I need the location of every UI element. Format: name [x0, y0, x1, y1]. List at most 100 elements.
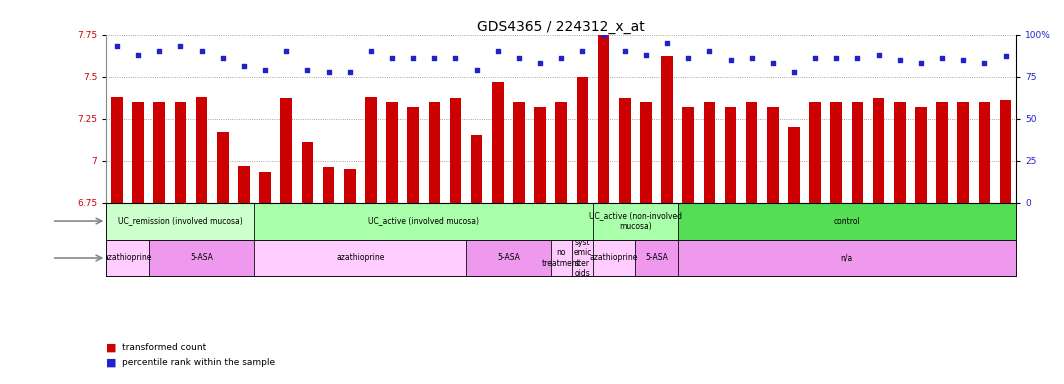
Bar — [132, 102, 144, 202]
Point — [849, 55, 866, 61]
Bar — [577, 76, 588, 202]
Bar — [254, 203, 593, 240]
Text: UC_remission (involved mucosa): UC_remission (involved mucosa) — [118, 217, 243, 225]
Text: UC_active (non-involved
mucosa): UC_active (non-involved mucosa) — [588, 211, 682, 231]
Point — [172, 43, 189, 50]
Bar — [635, 240, 678, 276]
Bar — [106, 203, 254, 240]
Point — [109, 43, 126, 50]
Bar — [238, 166, 250, 202]
Bar — [492, 82, 503, 202]
Point — [130, 52, 147, 58]
Point — [532, 60, 549, 66]
Point — [468, 67, 485, 73]
Point — [743, 55, 760, 61]
Bar — [386, 102, 398, 202]
Point — [193, 48, 210, 55]
Bar — [217, 132, 229, 202]
Bar — [788, 127, 800, 202]
Bar — [153, 102, 165, 202]
Bar — [915, 107, 927, 202]
Bar — [894, 102, 905, 202]
Bar — [936, 102, 948, 202]
Point — [785, 68, 802, 74]
Point — [616, 48, 633, 55]
Bar — [149, 240, 254, 276]
Text: 5-ASA: 5-ASA — [497, 253, 520, 263]
Bar — [322, 167, 334, 202]
Point — [701, 48, 718, 55]
Text: UC_active (involved mucosa): UC_active (involved mucosa) — [368, 217, 479, 225]
Bar — [555, 102, 567, 202]
Bar — [682, 107, 694, 202]
Point — [807, 55, 824, 61]
Point — [595, 31, 612, 38]
Text: azathioprine: azathioprine — [589, 253, 638, 263]
Point — [828, 55, 845, 61]
Point — [553, 55, 570, 61]
Bar — [641, 102, 652, 202]
Bar — [661, 56, 672, 202]
Text: 5-ASA: 5-ASA — [190, 253, 213, 263]
Bar — [254, 240, 466, 276]
Bar — [513, 102, 525, 202]
Bar — [111, 97, 122, 202]
Bar — [281, 98, 292, 202]
Bar — [810, 102, 821, 202]
Point — [299, 67, 316, 73]
Bar — [979, 102, 991, 202]
Point — [151, 48, 168, 55]
Bar — [466, 240, 551, 276]
Text: azathioprine: azathioprine — [103, 253, 152, 263]
Bar — [678, 240, 1016, 276]
Text: 5-ASA: 5-ASA — [645, 253, 668, 263]
Bar — [1000, 100, 1012, 202]
Bar — [365, 97, 377, 202]
Bar — [344, 169, 355, 202]
Bar — [593, 203, 678, 240]
Text: control: control — [833, 217, 861, 225]
Point — [342, 68, 359, 74]
Point — [363, 48, 380, 55]
Text: ■: ■ — [106, 358, 117, 368]
Bar — [767, 107, 779, 202]
Bar — [619, 98, 631, 202]
Bar — [534, 107, 546, 202]
Point — [404, 55, 421, 61]
Point — [892, 57, 909, 63]
Text: transformed count: transformed count — [122, 343, 206, 352]
Text: percentile rank within the sample: percentile rank within the sample — [122, 358, 276, 367]
Bar — [174, 102, 186, 202]
Text: syst
emic
ster
oids: syst emic ster oids — [573, 238, 592, 278]
Bar — [408, 107, 419, 202]
Point — [426, 55, 443, 61]
Point — [489, 48, 506, 55]
Point — [511, 55, 528, 61]
Point — [722, 57, 739, 63]
Bar — [678, 203, 1016, 240]
Bar — [571, 240, 593, 276]
Bar — [593, 240, 635, 276]
Bar — [196, 97, 207, 202]
Bar — [851, 102, 863, 202]
Bar — [598, 31, 610, 202]
Title: GDS4365 / 224312_x_at: GDS4365 / 224312_x_at — [478, 20, 645, 33]
Bar — [746, 102, 758, 202]
Bar — [872, 98, 884, 202]
Point — [933, 55, 950, 61]
Point — [997, 53, 1014, 60]
Bar — [703, 102, 715, 202]
Bar — [470, 135, 482, 202]
Bar — [429, 102, 440, 202]
Point — [256, 67, 273, 73]
Point — [637, 52, 654, 58]
Bar — [831, 102, 842, 202]
Bar — [450, 98, 462, 202]
Text: azathioprine: azathioprine — [336, 253, 384, 263]
Bar — [301, 142, 313, 202]
Point — [383, 55, 400, 61]
Point — [320, 68, 337, 74]
Point — [573, 48, 591, 55]
Point — [913, 60, 930, 66]
Text: ■: ■ — [106, 343, 117, 353]
